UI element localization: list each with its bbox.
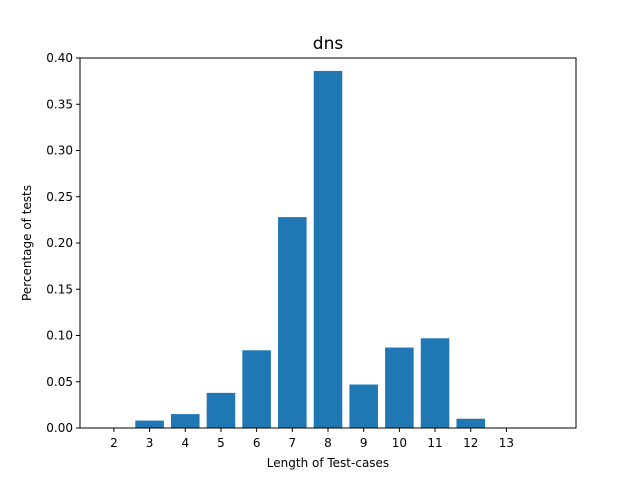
x-axis-label: Length of Test-cases — [267, 456, 389, 470]
x-tick-label: 11 — [427, 436, 442, 450]
y-tick-label: 0.10 — [46, 329, 73, 343]
x-tick-label: 4 — [181, 436, 189, 450]
bar-5 — [206, 392, 236, 428]
y-tick-label: 0.20 — [46, 236, 73, 250]
x-tick-label: 10 — [392, 436, 407, 450]
x-tick-label: 7 — [288, 436, 296, 450]
bar-4 — [170, 414, 200, 428]
x-tick-label: 9 — [360, 436, 368, 450]
y-tick-label: 0.40 — [46, 51, 73, 65]
y-tick-label: 0.00 — [46, 421, 73, 435]
y-tick-label: 0.05 — [46, 375, 73, 389]
y-tick-label: 0.30 — [46, 144, 73, 158]
bar-7 — [278, 217, 307, 428]
bar-11 — [420, 338, 450, 428]
y-axis-label: Percentage of tests — [20, 185, 34, 301]
bar-3 — [135, 420, 164, 428]
x-tick-label: 2 — [110, 436, 118, 450]
bar-12 — [456, 418, 486, 428]
chart-title: dns — [313, 34, 344, 54]
x-tick-label: 8 — [324, 436, 332, 450]
x-axis: 2 3 4 5 6 7 8 9 10 11 12 13 — [110, 428, 514, 450]
x-tick-label: 6 — [253, 436, 261, 450]
bar-10 — [385, 347, 414, 428]
bar-6 — [242, 350, 271, 428]
bars-layer — [135, 70, 486, 428]
x-tick-label: 12 — [463, 436, 478, 450]
x-tick-label: 13 — [499, 436, 514, 450]
y-tick-label: 0.35 — [46, 97, 73, 111]
x-tick-label: 3 — [146, 436, 154, 450]
y-axis: 0.00 0.05 0.10 0.15 0.20 0.25 0.30 0.35 0.40 — [46, 51, 80, 435]
x-tick-label: 5 — [217, 436, 225, 450]
y-tick-label: 0.25 — [46, 190, 73, 204]
y-tick-label: 0.15 — [46, 282, 73, 296]
bar-8 — [313, 70, 343, 428]
bar-9 — [349, 384, 378, 428]
